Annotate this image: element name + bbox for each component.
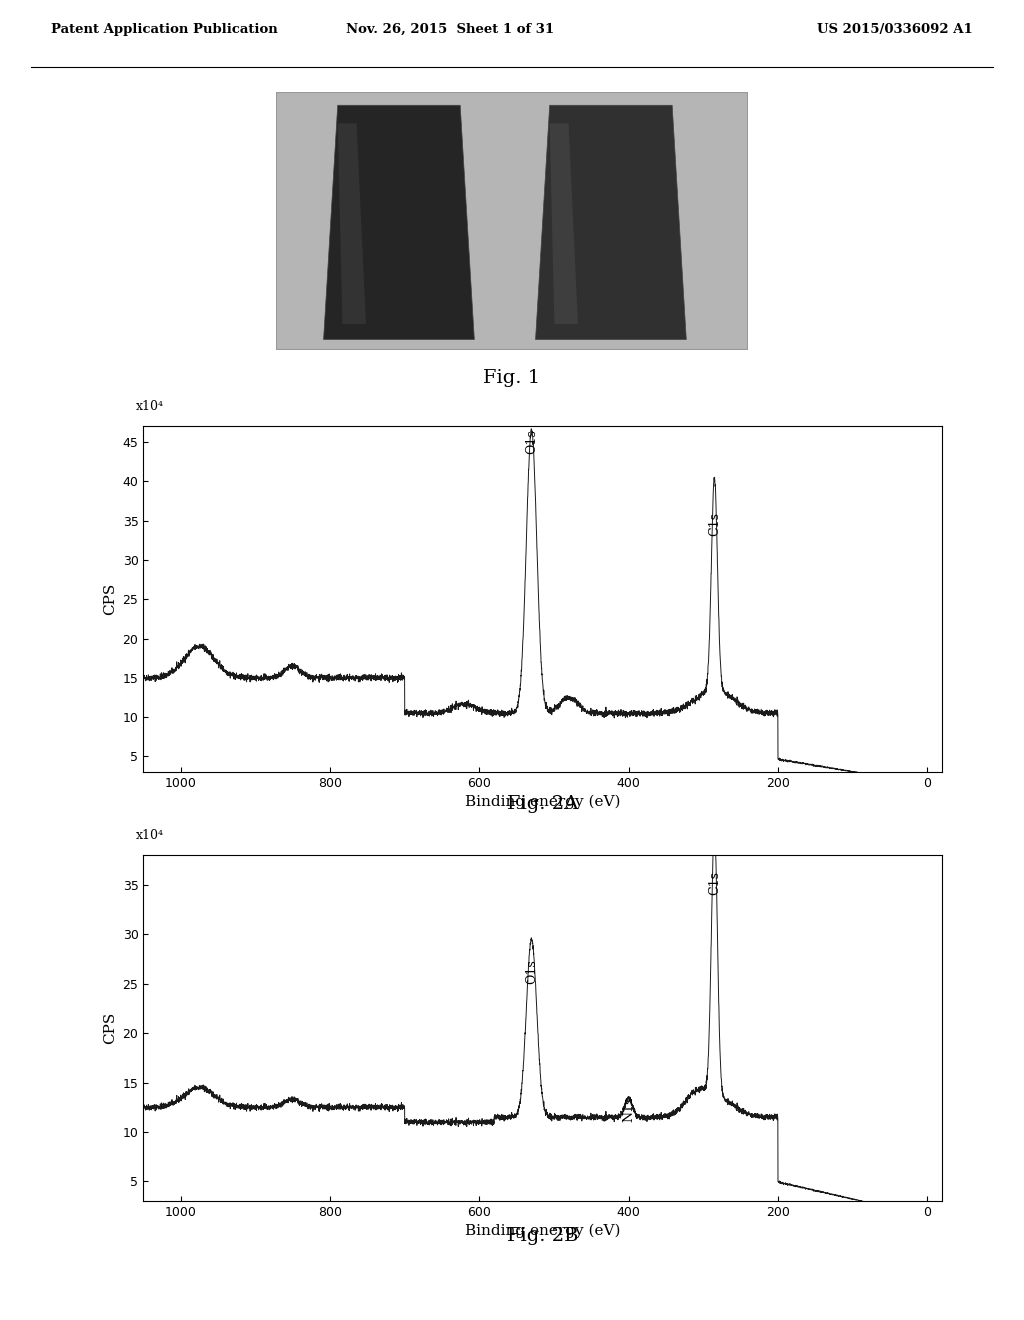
Text: Fig. 1: Fig. 1 xyxy=(483,368,541,387)
Text: Fig. 2A: Fig. 2A xyxy=(507,795,579,813)
Y-axis label: CPS: CPS xyxy=(103,583,117,615)
Text: Nov. 26, 2015  Sheet 1 of 31: Nov. 26, 2015 Sheet 1 of 31 xyxy=(346,22,555,36)
Y-axis label: CPS: CPS xyxy=(103,1012,117,1044)
Polygon shape xyxy=(324,106,474,339)
Text: N1s: N1s xyxy=(622,1097,635,1122)
Text: x10⁴: x10⁴ xyxy=(135,400,164,413)
Polygon shape xyxy=(338,123,366,325)
Text: O1s: O1s xyxy=(525,429,538,454)
X-axis label: Binding energy (eV): Binding energy (eV) xyxy=(465,795,621,809)
Text: O1s: O1s xyxy=(525,960,538,983)
Polygon shape xyxy=(550,123,578,325)
Text: C1s: C1s xyxy=(708,871,721,895)
Text: C1s: C1s xyxy=(708,512,721,536)
Text: x10⁴: x10⁴ xyxy=(135,829,164,842)
X-axis label: Binding energy (eV): Binding energy (eV) xyxy=(465,1224,621,1238)
Polygon shape xyxy=(536,106,686,339)
Text: Patent Application Publication: Patent Application Publication xyxy=(51,22,278,36)
Text: Fig. 2B: Fig. 2B xyxy=(507,1226,579,1245)
Text: US 2015/0336092 A1: US 2015/0336092 A1 xyxy=(817,22,973,36)
